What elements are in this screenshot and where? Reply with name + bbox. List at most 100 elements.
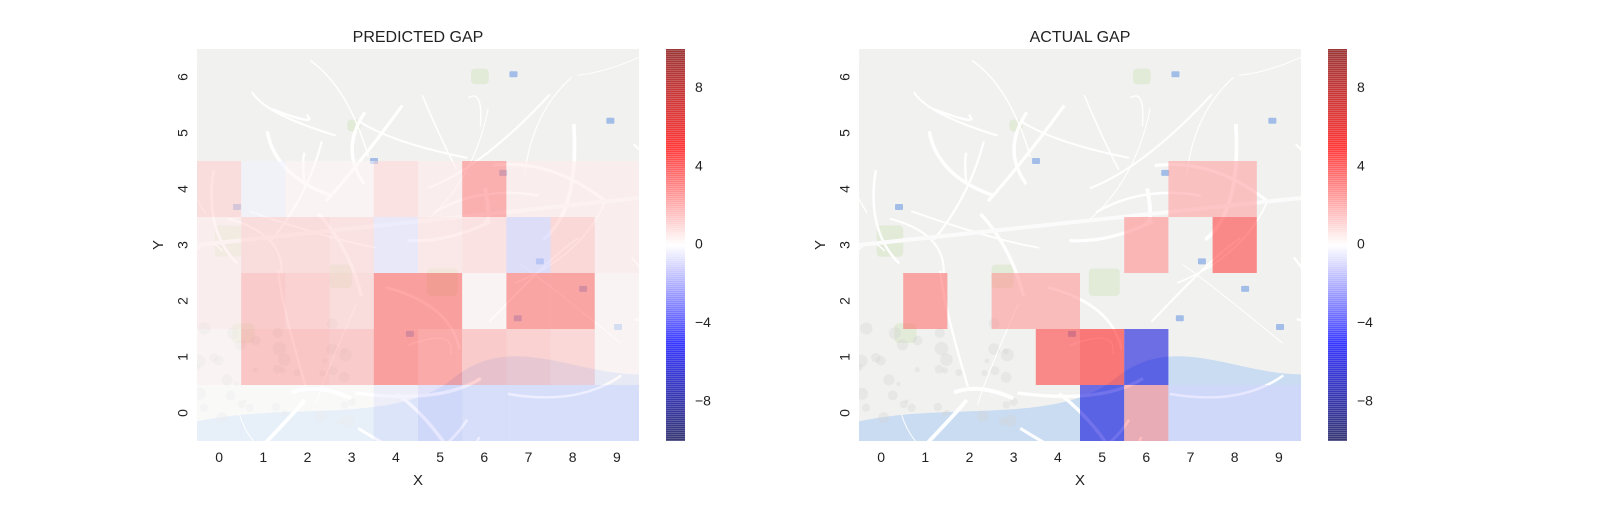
map-road xyxy=(1012,111,1029,185)
x-tick-label: 4 xyxy=(1054,449,1062,465)
heat-cell xyxy=(241,161,286,217)
colorbar: −8 −4 0 4 8 xyxy=(666,49,711,441)
y-tick-label: 3 xyxy=(837,241,853,249)
map-relief xyxy=(878,412,890,424)
map-road xyxy=(251,91,337,137)
y-axis-label: Y xyxy=(812,240,829,250)
heat-cell xyxy=(1168,161,1213,217)
heat-cell xyxy=(506,161,551,217)
heat-cell xyxy=(285,329,330,385)
heat-cell xyxy=(418,385,463,441)
map-relief xyxy=(859,354,868,368)
map-marker xyxy=(1171,71,1180,78)
map-relief xyxy=(861,403,871,412)
y-tick-label: 2 xyxy=(837,297,853,305)
chart-title: ACTUAL GAP xyxy=(1030,29,1131,46)
map-road xyxy=(630,256,639,269)
map-road xyxy=(963,151,968,182)
x-tick-label: 8 xyxy=(569,449,577,465)
map-relief xyxy=(914,367,920,373)
heat-cell xyxy=(550,161,595,217)
map-relief xyxy=(934,341,949,356)
colorbar-tick-label: 0 xyxy=(1357,236,1365,252)
x-tick-label: 7 xyxy=(525,449,533,465)
heat-cell xyxy=(462,329,507,385)
map-relief xyxy=(940,353,953,366)
map-relief xyxy=(860,322,873,335)
heat-cell xyxy=(329,329,374,385)
heat-cell xyxy=(373,273,418,329)
heat-cell xyxy=(506,329,551,385)
x-axis-label: X xyxy=(413,472,423,489)
heat-cell xyxy=(1212,385,1257,441)
heat-cell xyxy=(418,273,463,329)
heat-cell xyxy=(241,329,286,385)
map-relief xyxy=(871,353,881,363)
map-relief xyxy=(859,363,863,371)
heat-cell xyxy=(285,385,330,441)
map-road xyxy=(927,130,996,198)
y-tick-label: 6 xyxy=(837,73,853,81)
map-road xyxy=(1182,263,1284,344)
heat-cell xyxy=(373,329,418,385)
x-tick-label: 4 xyxy=(392,449,400,465)
heatmap-panel-predicted: 0 1 2 3 4 5 6 7 8 9 0 1 2 3 4 5 6 PREDICTED GAP X Y −8 −4 0 4 8 xyxy=(150,29,711,489)
heatmap-panel-actual: 0 1 2 3 4 5 6 7 8 9 0 1 2 3 4 5 6 ACTUAL GAP X Y −8 −4 0 4 8 xyxy=(812,29,1373,489)
y-tick-label: 0 xyxy=(837,409,853,417)
heat-cell xyxy=(1168,385,1213,441)
colorbar-tick-label: −4 xyxy=(1357,314,1373,330)
map-road xyxy=(1296,318,1301,322)
map-road xyxy=(197,56,198,59)
heat-cell xyxy=(462,273,507,329)
map-road xyxy=(933,141,985,241)
map-relief xyxy=(1004,414,1017,427)
map-relief xyxy=(934,364,944,374)
map-road xyxy=(971,59,1032,158)
map-park xyxy=(471,68,489,85)
map-relief xyxy=(981,370,988,377)
map-relief xyxy=(883,374,895,386)
x-tick-label: 9 xyxy=(613,449,621,465)
heat-cell xyxy=(197,385,242,441)
map-relief xyxy=(955,369,963,377)
heat-cell xyxy=(594,161,639,217)
y-tick-label: 0 xyxy=(175,409,191,417)
x-tick-label: 9 xyxy=(1275,449,1283,465)
map-road xyxy=(1019,426,1045,441)
map-relief xyxy=(934,327,945,338)
y-tick-label: 4 xyxy=(837,185,853,193)
y-tick-label: 6 xyxy=(175,73,191,81)
y-axis-label: Y xyxy=(150,240,167,250)
map-road xyxy=(953,386,1015,401)
heat-cell xyxy=(506,217,551,273)
heat-cell xyxy=(1124,385,1169,441)
map-road xyxy=(1138,436,1143,441)
heat-cell xyxy=(241,385,286,441)
colorbar-stripes xyxy=(666,49,685,441)
heat-cell xyxy=(991,273,1036,329)
colorbar-tick-label: −8 xyxy=(695,393,711,409)
map-relief xyxy=(899,400,908,409)
heat-cell xyxy=(506,273,551,329)
y-tick-label: 1 xyxy=(175,353,191,361)
map-road xyxy=(913,91,999,137)
map-relief xyxy=(1000,371,1012,383)
y-tick-label: 2 xyxy=(175,297,191,305)
heat-cell xyxy=(418,217,463,273)
heat-cell xyxy=(550,217,595,273)
x-tick-label: 6 xyxy=(1142,449,1150,465)
heat-cell xyxy=(373,385,418,441)
heat-cell xyxy=(329,217,374,273)
map-marker xyxy=(1276,324,1285,331)
colorbar: −8 −4 0 4 8 xyxy=(1328,49,1373,441)
map-relief xyxy=(1000,348,1014,362)
map-marker xyxy=(1241,285,1250,292)
x-tick-label: 5 xyxy=(436,449,444,465)
map-relief xyxy=(896,381,901,386)
heat-cell xyxy=(1080,385,1125,441)
map-marker xyxy=(1032,157,1041,164)
map-road xyxy=(1085,108,1151,224)
heat-cell xyxy=(197,161,242,217)
heat-cell xyxy=(1124,217,1169,273)
